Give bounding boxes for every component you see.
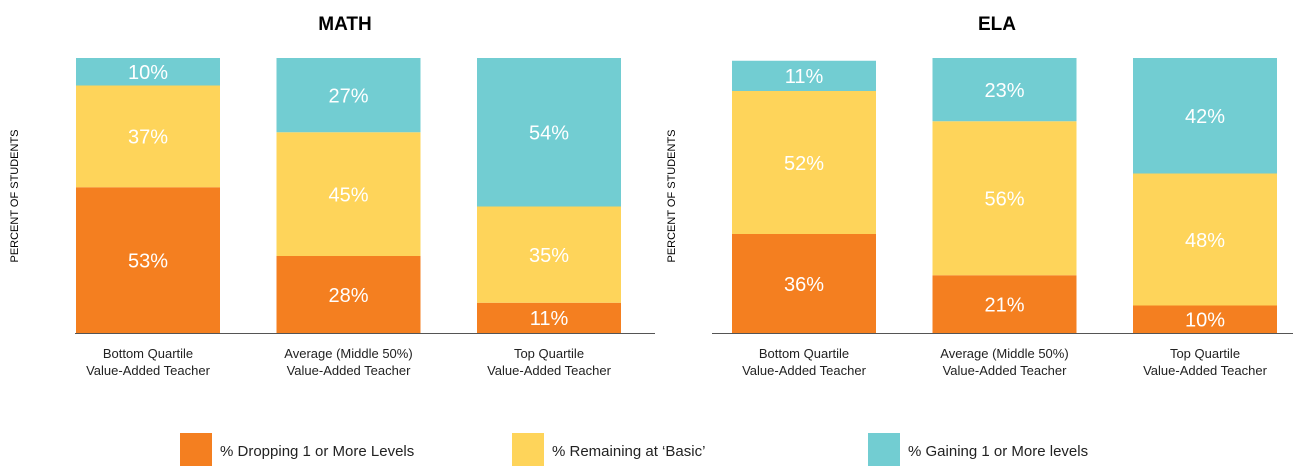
value-label: 37% <box>128 127 168 149</box>
bar-segment <box>477 206 621 303</box>
legend-swatch <box>868 433 900 466</box>
bar-segment <box>276 256 421 333</box>
x-tick-label: Average (Middle 50%) Value-Added Teacher <box>940 346 1069 378</box>
bar-segment <box>732 234 876 333</box>
bar-segment <box>76 85 220 188</box>
chart-title: MATH <box>318 14 371 35</box>
value-label: 36% <box>784 274 824 296</box>
value-label: 48% <box>1185 230 1225 252</box>
bar-segment <box>732 91 876 234</box>
value-label: 45% <box>328 184 368 206</box>
y-axis-label: PERCENT OF STUDENTS <box>9 129 21 262</box>
chart-title: ELA <box>978 14 1016 35</box>
value-label: 11% <box>530 308 569 330</box>
value-label: 52% <box>784 153 824 175</box>
value-label: 27% <box>328 85 368 107</box>
bar-segment <box>732 60 876 91</box>
x-tick-label: Bottom Quartile Value-Added Teacher <box>86 346 210 378</box>
value-label: 28% <box>328 285 368 307</box>
x-tick-label: Top Quartile Value-Added Teacher <box>487 346 611 378</box>
y-axis-label: PERCENT OF STUDENTS <box>666 129 678 262</box>
value-label: 42% <box>1185 106 1225 128</box>
bar-segment <box>276 132 421 256</box>
legend-swatch <box>180 433 212 466</box>
bar-segment <box>932 58 1077 122</box>
value-label: 23% <box>984 80 1024 102</box>
bar-segment <box>1133 305 1277 333</box>
value-label: 54% <box>529 123 569 145</box>
bar-segment <box>932 275 1077 333</box>
x-tick-label: Top Quartile Value-Added Teacher <box>1143 346 1267 378</box>
legend-swatch <box>512 433 544 466</box>
bar-segment <box>1133 58 1277 174</box>
bar-segment <box>477 302 621 333</box>
x-tick-label: Bottom Quartile Value-Added Teacher <box>742 346 866 378</box>
legend-label: % Dropping 1 or More Levels <box>220 443 414 460</box>
legend-label: % Gaining 1 or More levels <box>908 443 1088 460</box>
value-label: 10% <box>1185 310 1225 332</box>
value-label: 56% <box>984 189 1024 211</box>
bar-segment <box>276 58 421 133</box>
value-label: 21% <box>984 294 1024 316</box>
value-label: 11% <box>785 66 824 88</box>
value-label: 35% <box>529 245 569 267</box>
bar-segment <box>76 187 220 333</box>
bar-segment <box>477 58 621 207</box>
legend-label: % Remaining at ‘Basic’ <box>552 443 705 460</box>
bar-segment <box>932 121 1077 276</box>
bar-segment <box>76 58 220 86</box>
x-tick-label: Average (Middle 50%) Value-Added Teacher <box>284 346 413 378</box>
bar-segment <box>1133 173 1277 306</box>
value-label: 53% <box>128 250 168 272</box>
value-label: 10% <box>128 62 168 84</box>
